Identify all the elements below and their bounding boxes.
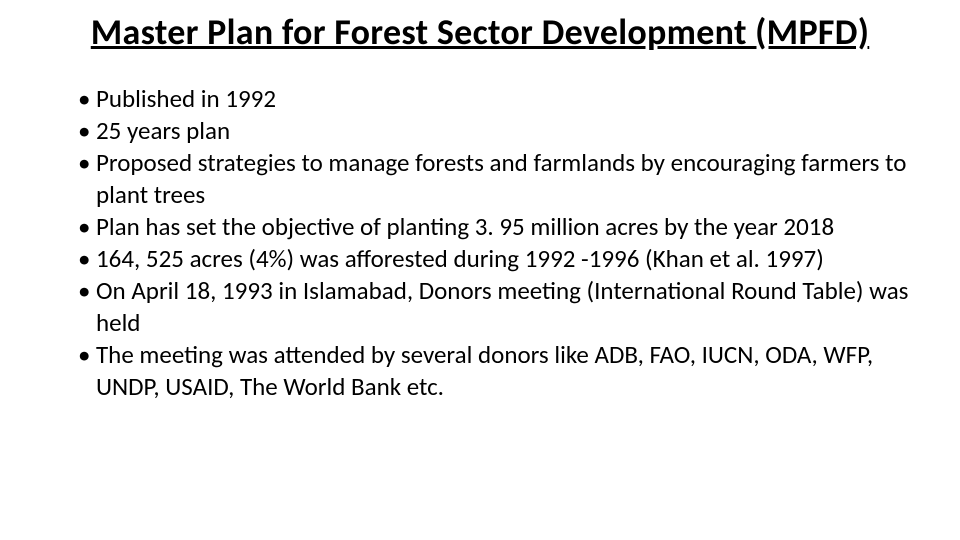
list-item: Plan has set the objective of planting 3… <box>78 211 910 243</box>
slide-title: Master Plan for Forest Sector Developmen… <box>50 12 910 53</box>
bullet-list: Published in 1992 25 years plan Proposed… <box>50 83 910 403</box>
list-item: 25 years plan <box>78 115 910 147</box>
list-item: Published in 1992 <box>78 83 910 115</box>
list-item: 164, 525 acres (4%) was afforested durin… <box>78 243 910 275</box>
list-item: The meeting was attended by several dono… <box>78 339 910 403</box>
list-item: On April 18, 1993 in Islamabad, Donors m… <box>78 275 910 339</box>
list-item: Proposed strategies to manage forests an… <box>78 147 910 211</box>
